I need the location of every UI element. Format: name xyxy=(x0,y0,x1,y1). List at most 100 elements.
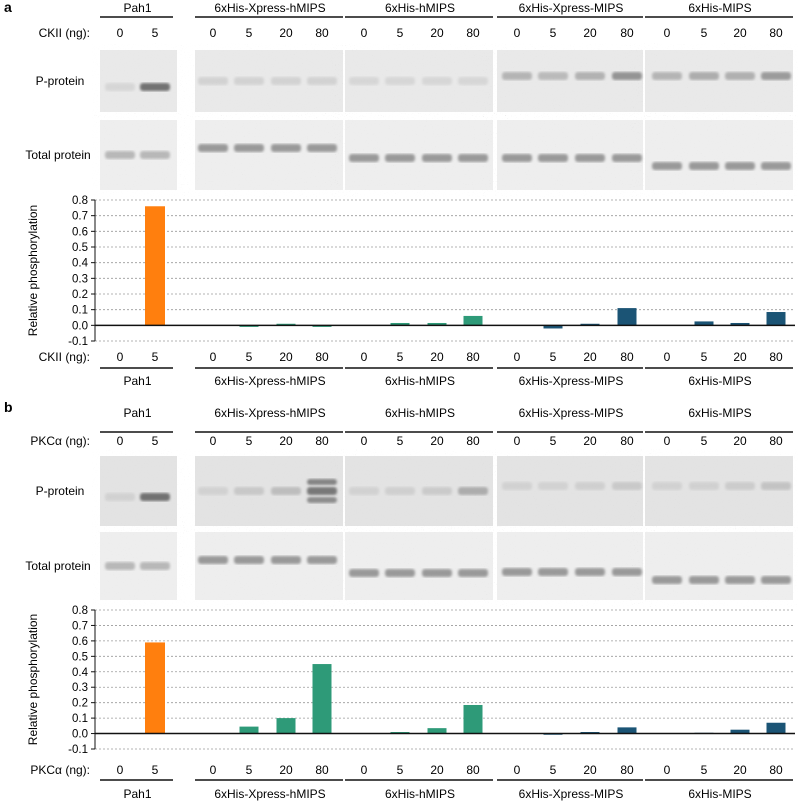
row-label-p-protein: P-protein xyxy=(36,484,85,498)
blot-noise-t-4 xyxy=(645,532,793,600)
protein-band xyxy=(502,482,532,490)
dose-label-bottom: 0 xyxy=(361,350,368,364)
protein-band xyxy=(575,154,605,162)
dose-label-top: 5 xyxy=(550,434,557,448)
dose-label-bottom: 5 xyxy=(550,763,557,777)
blot-noise-p-3 xyxy=(497,50,643,112)
group-header: 6xHis-Xpress-hMIPS xyxy=(214,1,325,15)
y-tick-label: 0.1 xyxy=(72,713,88,725)
y-tick-label: 0.6 xyxy=(72,636,88,648)
dose-label-top: 0 xyxy=(361,26,368,40)
dose-label-top: 0 xyxy=(117,434,124,448)
protein-band-lower xyxy=(307,497,337,503)
y-tick-label: 0.8 xyxy=(72,195,88,207)
protein-band xyxy=(502,72,532,80)
dose-label-top: 5 xyxy=(246,26,253,40)
dose-label-top: 80 xyxy=(315,434,329,448)
group-footer-name: 6xHis-hMIPS xyxy=(385,787,455,801)
protein-band xyxy=(612,568,642,576)
protein-band xyxy=(689,576,719,584)
group-header: Pah1 xyxy=(123,1,151,15)
protein-band xyxy=(422,77,452,85)
dose-label-top: 20 xyxy=(430,434,444,448)
group-header: Pah1 xyxy=(123,406,151,420)
dose-label-bottom: 5 xyxy=(246,350,253,364)
dose-label-top: 0 xyxy=(664,434,671,448)
protein-band xyxy=(349,487,379,495)
protein-band xyxy=(725,162,755,170)
panel-letter: b xyxy=(4,399,13,415)
protein-band xyxy=(575,568,605,576)
group-header: 6xHis-Xpress-hMIPS xyxy=(214,406,325,420)
y-tick-label: 0.7 xyxy=(72,620,88,632)
dose-label-bottom: 0 xyxy=(664,763,671,777)
bar xyxy=(543,325,563,329)
dose-label-top: 80 xyxy=(466,26,480,40)
bar xyxy=(580,732,600,734)
protein-band-upper xyxy=(307,479,337,485)
protein-band xyxy=(105,493,135,501)
protein-band xyxy=(105,83,135,91)
dose-label-bottom: 80 xyxy=(769,350,783,364)
dose-label-top: 80 xyxy=(466,434,480,448)
dose-label-bottom: 80 xyxy=(620,763,634,777)
protein-band xyxy=(652,576,682,584)
dose-label-top: 5 xyxy=(397,434,404,448)
y-tick-label: 0.5 xyxy=(72,242,88,254)
bar xyxy=(730,729,750,734)
bar xyxy=(463,704,483,734)
protein-band xyxy=(458,154,488,162)
y-tick-label: 0.8 xyxy=(72,605,88,617)
group-footer-name: 6xHis-Xpress-MIPS xyxy=(519,787,624,801)
protein-band xyxy=(575,482,605,490)
bar xyxy=(390,732,410,734)
protein-band xyxy=(502,568,532,576)
group-footer-name: 6xHis-Xpress-MIPS xyxy=(519,374,624,388)
protein-band xyxy=(458,569,488,577)
dose-label-top: 5 xyxy=(701,434,708,448)
panel-letter: a xyxy=(4,0,12,15)
dose-label-bottom: 0 xyxy=(210,350,217,364)
protein-band xyxy=(271,77,301,85)
protein-band xyxy=(612,482,642,490)
dose-label-top: 80 xyxy=(620,26,634,40)
blot-noise-t-2 xyxy=(345,532,493,600)
bar xyxy=(427,728,447,734)
group-header: 6xHis-Xpress-MIPS xyxy=(519,406,624,420)
protein-band xyxy=(422,569,452,577)
y-tick-label: 0.3 xyxy=(72,682,88,694)
protein-band xyxy=(689,72,719,80)
dose-label-bottom: 5 xyxy=(397,350,404,364)
y-tick-label: 0.7 xyxy=(72,211,88,223)
protein-band xyxy=(271,487,301,495)
group-footer-name: Pah1 xyxy=(123,787,151,801)
kinase-label-bottom: PKCα (ng): xyxy=(30,763,90,777)
blot-noise-p-0 xyxy=(100,456,177,526)
dose-label-top: 20 xyxy=(733,434,747,448)
dose-label-bottom: 20 xyxy=(430,350,444,364)
dose-label-bottom: 80 xyxy=(466,763,480,777)
bar xyxy=(694,321,714,326)
protein-band xyxy=(140,151,170,159)
group-footer-name: 6xHis-MIPS xyxy=(688,374,751,388)
protein-band xyxy=(612,72,642,80)
y-tick-label: 0.4 xyxy=(72,667,89,679)
blot-noise-t-4 xyxy=(645,120,793,190)
protein-band xyxy=(612,154,642,162)
protein-band xyxy=(761,576,791,584)
blot-noise-p-0 xyxy=(100,50,177,112)
bar xyxy=(390,322,410,326)
bar xyxy=(312,325,332,327)
dose-label-bottom: 0 xyxy=(117,350,124,364)
group-header: 6xHis-hMIPS xyxy=(385,406,455,420)
group-header: 6xHis-Xpress-MIPS xyxy=(519,1,624,15)
dose-label-bottom: 80 xyxy=(315,763,329,777)
dose-label-bottom: 80 xyxy=(466,350,480,364)
dose-label-bottom: 5 xyxy=(152,763,159,777)
group-footer-name: 6xHis-Xpress-hMIPS xyxy=(214,787,325,801)
protein-band xyxy=(689,162,719,170)
dose-label-bottom: 20 xyxy=(583,763,597,777)
bar xyxy=(312,664,332,734)
dose-label-bottom: 0 xyxy=(514,763,521,777)
dose-label-top: 5 xyxy=(246,434,253,448)
